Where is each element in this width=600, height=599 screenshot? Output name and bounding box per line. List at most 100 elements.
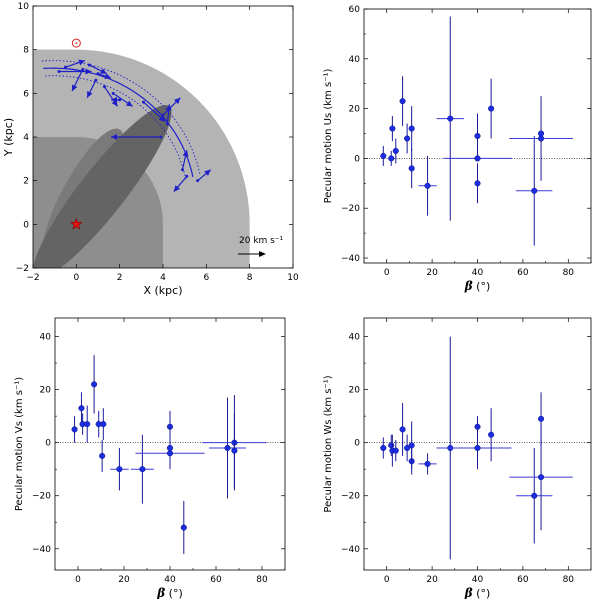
- y-tick-label: 0: [45, 439, 51, 449]
- data-point: [408, 106, 415, 151]
- x-tick-label: 0: [73, 273, 79, 283]
- velocity-vector: [181, 149, 189, 172]
- data-point: [436, 16, 464, 221]
- data-point: [404, 434, 411, 462]
- x-tick-label: 0: [384, 268, 390, 278]
- y-tick-label: 20: [349, 105, 361, 115]
- x-tick-label: 60: [517, 575, 529, 585]
- point-marker: [488, 105, 495, 112]
- vector-head: [71, 84, 78, 92]
- velocity-vector: [96, 72, 112, 79]
- y-axis-label: Pecular motion Vs (km s⁻¹): [14, 377, 25, 511]
- point-marker: [388, 442, 395, 449]
- sun-marker-dot: [75, 42, 78, 45]
- velocity-vector: [196, 169, 212, 183]
- point-marker: [474, 444, 481, 452]
- source-point: [118, 98, 122, 102]
- point-marker: [424, 460, 431, 467]
- source-point: [185, 174, 189, 178]
- galaxy-background: [33, 49, 250, 268]
- x-tick-label: 40: [472, 575, 484, 585]
- point-marker: [447, 115, 454, 122]
- data-point: [538, 130, 545, 137]
- data-point: [516, 447, 553, 544]
- x-tick-label: 80: [563, 268, 575, 278]
- data-point: [418, 453, 437, 475]
- plot-area: [364, 16, 591, 246]
- x-tick-label: 80: [256, 575, 268, 585]
- y-tick-label: 0: [354, 439, 360, 449]
- x-tick-label: 40: [472, 268, 484, 278]
- point-marker: [399, 426, 406, 433]
- x-tick-label: 6: [203, 273, 209, 283]
- data-point: [99, 440, 106, 472]
- markers: [69, 38, 83, 230]
- point-marker: [538, 130, 545, 137]
- data-point: [404, 123, 411, 154]
- data-point: [418, 155, 437, 216]
- point-marker: [392, 447, 399, 454]
- x-tick-label: 4: [160, 273, 166, 283]
- x-axis-label: X (kpc): [143, 284, 182, 297]
- velocity-vector: [87, 63, 107, 75]
- point-marker: [116, 466, 123, 473]
- x-tick-label: 20: [426, 268, 438, 278]
- point-marker: [408, 125, 415, 132]
- source-point: [165, 122, 169, 126]
- vector-head: [85, 68, 92, 75]
- vector-head: [99, 68, 107, 74]
- y-tick-label: 10: [18, 2, 30, 12]
- point-marker: [408, 442, 415, 449]
- data-point: [488, 78, 495, 139]
- y-tick-label: −40: [341, 545, 360, 555]
- source-point: [94, 78, 98, 82]
- us-panel: 0 20 40 60 80 −40 −20 0 20 40 60 β (°) Pecular motio…: [323, 5, 592, 293]
- x-axis-label-unit: (°): [473, 587, 491, 599]
- point-marker: [380, 444, 387, 452]
- x-tick-label: 20: [118, 575, 130, 585]
- point-marker: [399, 98, 406, 105]
- data-point: [380, 145, 387, 166]
- point-marker: [380, 152, 387, 159]
- x-axis-label-symbol: β: [156, 586, 165, 599]
- x-axis-label: β (°): [156, 586, 183, 599]
- x-axis-label: β (°): [464, 586, 491, 599]
- x-tick-label: 0: [384, 575, 390, 585]
- data-point: [380, 437, 387, 459]
- point-marker: [100, 421, 107, 428]
- point-marker: [91, 381, 98, 388]
- velocity-vector: [173, 174, 189, 192]
- data-point: [408, 421, 415, 470]
- point-marker: [404, 444, 411, 452]
- x-tick-label: 8: [247, 273, 253, 283]
- spiral-arm-lines: [41, 60, 201, 180]
- vector-head: [78, 59, 85, 66]
- vector-head: [204, 169, 211, 176]
- source-point: [181, 168, 184, 172]
- point-marker: [71, 426, 78, 433]
- y-tick-label: 2: [23, 177, 29, 187]
- x-axis-label-unit: (°): [165, 587, 183, 599]
- y-tick-label: −20: [341, 204, 360, 214]
- y-tick-label: 4: [23, 133, 29, 143]
- plot-area: [55, 355, 285, 555]
- point-marker: [166, 450, 174, 457]
- scale-arrow-head: [259, 251, 266, 257]
- vector-head: [87, 90, 93, 98]
- point-marker: [474, 132, 481, 140]
- velocity-vector: [86, 78, 98, 98]
- data-point: [488, 408, 495, 462]
- data-point: [443, 426, 512, 470]
- data-point: [516, 136, 553, 246]
- velocity-vector: [142, 100, 166, 123]
- vector-head: [158, 115, 166, 122]
- point-marker: [488, 431, 495, 438]
- data-point: [399, 402, 406, 456]
- source-point: [196, 179, 200, 183]
- data-point: [130, 434, 154, 504]
- velocity-vector: [111, 134, 163, 140]
- sun-marker: [71, 38, 81, 48]
- x-tick-label: 0: [75, 575, 81, 585]
- data-point: [231, 413, 238, 488]
- source-point: [142, 100, 145, 104]
